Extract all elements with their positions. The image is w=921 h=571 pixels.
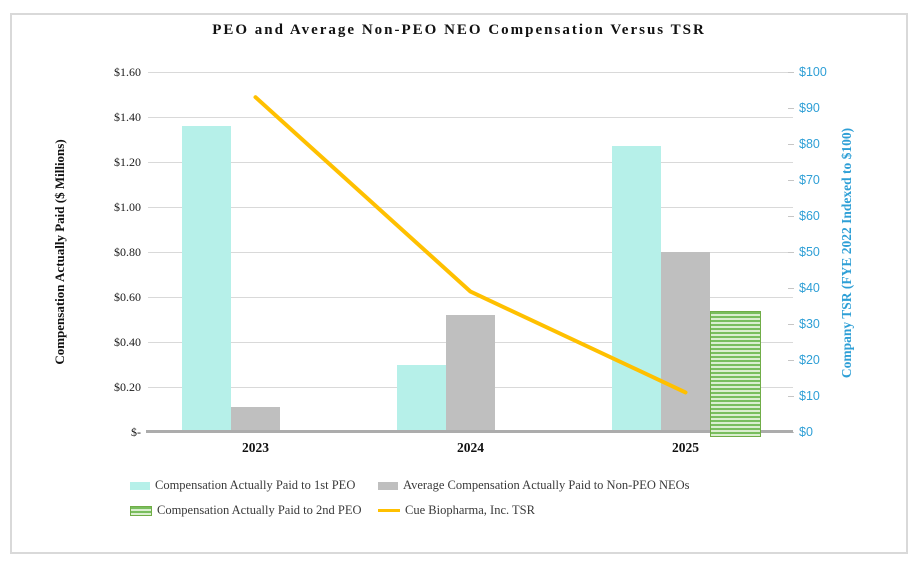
bar-2023-series2 xyxy=(231,407,280,432)
gridline xyxy=(148,162,793,163)
x-axis-label-2025: 2025 xyxy=(672,440,699,455)
left-axis-tick-label: $0.80 xyxy=(114,245,141,259)
legend-label-series2: Average Compensation Actually Paid to No… xyxy=(403,478,690,492)
bar-2024-series1 xyxy=(397,364,446,432)
left-axis-tick-label: $1.20 xyxy=(114,155,141,169)
bar-2024-series2 xyxy=(446,315,495,432)
right-axis-tick-label: $20 xyxy=(799,353,820,367)
right-axis-tickmark xyxy=(788,396,794,397)
left-axis-tick-label: $0.40 xyxy=(114,335,141,349)
right-axis-tick-label: $90 xyxy=(799,101,820,115)
right-axis-title: Company TSR (FYE 2022 Indexed to $100) xyxy=(839,127,854,379)
right-axis-tickmark xyxy=(788,108,794,109)
right-axis-tick-label: $50 xyxy=(799,245,820,259)
right-axis-tickmark xyxy=(788,180,794,181)
right-axis-tick-label: $60 xyxy=(799,209,820,223)
bar-2025-series1 xyxy=(612,146,661,432)
legend-item-series1: Compensation Actually Paid to 1st PEO xyxy=(130,478,355,493)
right-axis-tickmark xyxy=(788,360,794,361)
left-axis-tick-label: $1.40 xyxy=(114,110,141,124)
bar-2025-series2 xyxy=(661,252,710,432)
legend-label-series1: Compensation Actually Paid to 1st PEO xyxy=(155,478,356,492)
right-axis-tickmark xyxy=(788,72,794,73)
legend-bar-swatch xyxy=(130,505,152,516)
right-axis-tickmark xyxy=(788,324,794,325)
right-axis-tickmark xyxy=(788,288,794,289)
bar-2025-series3 xyxy=(710,310,761,437)
right-axis-tickmark xyxy=(788,252,794,253)
right-axis-tick-label: $100 xyxy=(799,65,827,79)
legend-bar-swatch xyxy=(130,481,150,490)
gridline xyxy=(148,72,793,73)
x-axis-line xyxy=(146,430,793,433)
gridline xyxy=(148,117,793,118)
right-axis-tick-label: $80 xyxy=(799,137,820,151)
tsr-line xyxy=(253,95,688,395)
right-axis-tick-label: $70 xyxy=(799,173,820,187)
left-axis-tick-label: $1.00 xyxy=(114,200,141,214)
left-axis-tick-label: $- xyxy=(131,425,141,439)
legend-item-series3: Compensation Actually Paid to 2nd PEO xyxy=(130,503,362,518)
left-axis-tick-label: $1.60 xyxy=(114,65,141,79)
legend-line-swatch xyxy=(378,508,400,513)
right-axis-tick-label: $30 xyxy=(799,317,820,331)
gridline xyxy=(148,252,793,253)
right-axis-tick-label: $10 xyxy=(799,389,820,403)
legend-label-series4: Cue Biopharma, Inc. TSR xyxy=(405,503,535,517)
bar-2023-series1 xyxy=(182,126,231,432)
right-axis-tickmark xyxy=(788,144,794,145)
right-axis-tick-label: $0 xyxy=(799,425,813,439)
x-axis-label-2024: 2024 xyxy=(457,440,484,455)
gridline xyxy=(148,297,793,298)
legend-item-series2: Average Compensation Actually Paid to No… xyxy=(378,478,690,493)
left-axis-tick-label: $0.60 xyxy=(114,290,141,304)
legend-item-series4: Cue Biopharma, Inc. TSR xyxy=(378,503,535,518)
tsr-line-layer xyxy=(253,95,688,395)
chart-title: PEO and Average Non-PEO NEO Compensation… xyxy=(212,22,706,38)
x-axis-label-2023: 2023 xyxy=(242,440,269,455)
right-axis-tick-label: $40 xyxy=(799,281,820,295)
right-axis-tickmark xyxy=(788,216,794,217)
legend-label-series3: Compensation Actually Paid to 2nd PEO xyxy=(157,503,362,517)
left-axis-tick-label: $0.20 xyxy=(114,380,141,394)
gridline xyxy=(148,207,793,208)
legend-bar-swatch xyxy=(378,481,398,490)
